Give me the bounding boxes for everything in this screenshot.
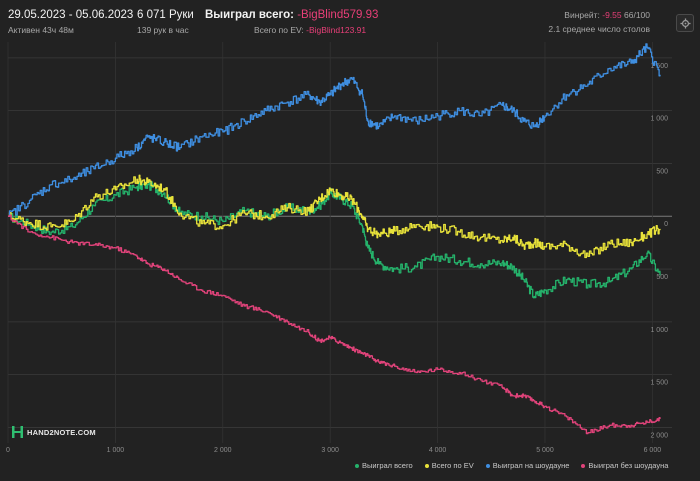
series-line-0 [8, 179, 661, 299]
y-tick-label: 0 [664, 221, 668, 228]
y-tick-label: 500 [656, 168, 668, 175]
x-tick-label: 0 [6, 447, 10, 454]
stats-header: 29.05.2023 - 05.06.2023 Активен 43ч 48м … [0, 0, 700, 40]
gear-icon [679, 17, 691, 29]
legend-label: Выиграл на шоудауне [492, 461, 570, 470]
y-tick-label: 2 000 [650, 432, 668, 439]
legend-label: Выиграл всего [362, 461, 413, 470]
series-lines [8, 43, 661, 435]
hand2note-logo-icon [12, 426, 23, 438]
winrate-suffix: 66/100 [624, 10, 650, 20]
ev-total: Всего по EV: -BigBlind123.91 [254, 25, 366, 35]
x-tick-label: 4 000 [429, 447, 447, 454]
ev-total-label: Всего по EV: [254, 25, 304, 35]
legend-label: Всего по EV [431, 461, 474, 470]
legend-dot-icon [355, 463, 359, 468]
winrate: Винрейт: -9.55 66/100 [564, 10, 650, 20]
settings-button[interactable] [676, 14, 694, 32]
series-line-2 [8, 43, 661, 217]
won-total-value: -BigBlind579.93 [297, 9, 379, 21]
series-line-1 [8, 174, 661, 259]
hands-count: 6 071 Руки [137, 9, 194, 21]
x-tick-label: 5 000 [536, 447, 554, 454]
x-tick-labels: 0 1 000 2 000 3 000 4 000 5 000 6 000 [6, 447, 661, 454]
avg-tables: 2.1 среднее число столов [548, 24, 650, 34]
winrate-value: -9.55 [602, 10, 622, 20]
legend-item[interactable]: Выиграл без шоудауна [581, 461, 668, 470]
x-tick-label: 2 000 [214, 447, 232, 454]
winrate-label: Винрейт: [564, 10, 600, 20]
y-tick-label: 1 000 [650, 327, 668, 334]
legend: Выиграл всего Всего по EV Выиграл на шоуда… [355, 461, 668, 470]
y-tick-label: 1 500 [650, 380, 668, 387]
date-range: 29.05.2023 - 05.06.2023 [8, 9, 134, 21]
x-tick-label: 6 000 [644, 447, 662, 454]
x-tick-label: 3 000 [321, 447, 339, 454]
y-tick-label: 500 [656, 274, 668, 281]
hand2note-logo: HAND2NOTE.COM [12, 426, 96, 438]
y-tick-labels: 1 500 1 000 500 0 500 1 000 1 500 2 000 [650, 63, 668, 440]
legend-item[interactable]: Всего по EV [424, 461, 474, 470]
grid [7, 42, 672, 443]
legend-dot-icon [424, 463, 429, 468]
y-tick-label: 1 000 [650, 116, 668, 123]
y-tick-label: 1 500 [650, 63, 668, 70]
logo-text: HAND2NOTE.COM [27, 427, 96, 437]
series-line-3 [8, 214, 661, 435]
active-time: Активен 43ч 48м [8, 25, 74, 35]
won-total: Выиграл всего: -BigBlind579.93 [205, 9, 378, 21]
won-total-label: Выиграл всего: [205, 9, 294, 21]
legend-dot-icon [581, 463, 586, 468]
legend-item[interactable]: Выиграл на шоудауне [485, 461, 570, 470]
legend-label: Выиграл без шоудауна [588, 461, 669, 470]
legend-dot-icon [485, 463, 490, 468]
hands-rate: 139 рук в час [137, 25, 189, 35]
ev-total-value: -BigBlind123.91 [306, 25, 367, 35]
x-tick-label: 1 000 [107, 447, 125, 454]
legend-item[interactable]: Выиграл всего [355, 461, 413, 470]
